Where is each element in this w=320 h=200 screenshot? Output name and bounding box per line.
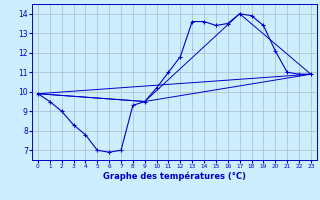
X-axis label: Graphe des températures (°C): Graphe des températures (°C)	[103, 172, 246, 181]
